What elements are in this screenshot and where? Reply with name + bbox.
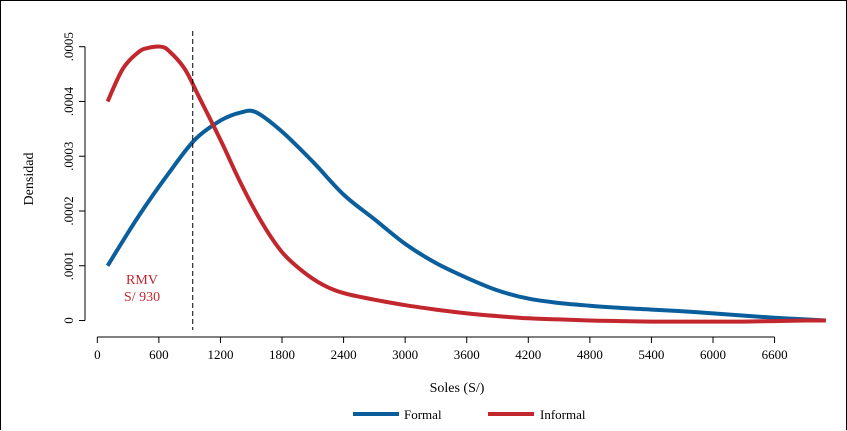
- y-tick-label: .0002: [61, 196, 76, 225]
- y-axis-label: Densidad: [22, 153, 37, 206]
- y-tick-label: .0001: [61, 251, 76, 280]
- x-tick-label: 4800: [577, 347, 603, 362]
- y-tick-label: .0004: [61, 86, 76, 116]
- axes: 0 600 1200 1800 2400 3000 3600 4200 4800 5400 6000…: [61, 32, 788, 362]
- series-line-informal: [105, 44, 826, 324]
- annotation-layer: RMV S/ 930: [124, 31, 194, 330]
- rmv-annotation-line: S/ 930: [124, 290, 160, 305]
- legend-label-formal: Formal: [404, 407, 442, 422]
- x-tick-label: 1800: [269, 347, 295, 362]
- y-tick-label: 0: [61, 317, 76, 324]
- x-tick-label: 5400: [638, 347, 664, 362]
- rmv-annotation-line: RMV: [126, 273, 158, 288]
- legend-label-informal: Informal: [540, 407, 586, 422]
- x-axis-label: Soles (S/): [430, 381, 485, 396]
- x-tick-label: 1200: [207, 347, 233, 362]
- x-tick-label: 2400: [331, 347, 357, 362]
- x-tick-label: 0: [94, 347, 101, 362]
- x-tick-label: 6000: [700, 347, 726, 362]
- series-lines: [105, 44, 827, 324]
- x-tick-label: 3600: [454, 347, 480, 362]
- y-tick-label: .0005: [61, 32, 76, 61]
- x-tick-label: 600: [149, 347, 169, 362]
- legend: Formal Informal: [353, 407, 586, 422]
- x-tick-label: 6600: [762, 347, 788, 362]
- x-tick-label: 3000: [392, 347, 418, 362]
- y-tick-label: .0003: [61, 142, 76, 171]
- x-tick-label: 4200: [515, 347, 541, 362]
- series-line-formal: [105, 108, 827, 323]
